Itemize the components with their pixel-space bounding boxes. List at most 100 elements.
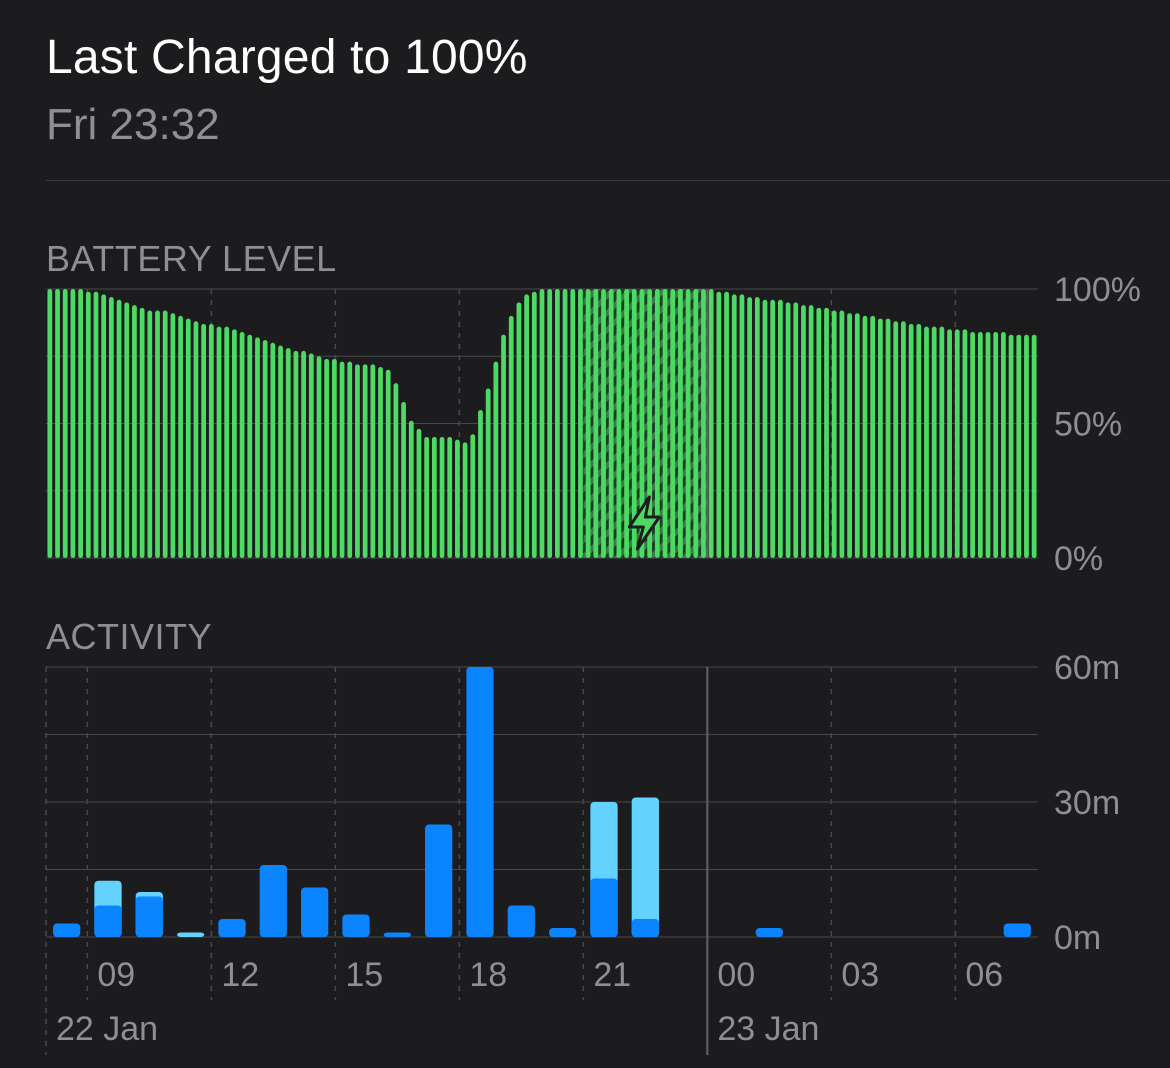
battery-bar — [339, 361, 345, 558]
battery-bar — [824, 307, 829, 558]
battery-bar — [870, 315, 876, 558]
activity-y-tick: 0m — [1054, 919, 1101, 957]
battery-bar — [631, 289, 637, 558]
battery-bar — [455, 439, 460, 558]
battery-bar — [47, 289, 53, 558]
battery-bar — [516, 302, 522, 558]
battery-bar — [401, 401, 406, 558]
battery-bar — [554, 289, 560, 558]
battery-bar — [608, 289, 614, 558]
battery-bar — [147, 310, 153, 558]
battery-bar — [132, 305, 137, 558]
battery-bar — [385, 369, 391, 558]
battery-bar — [893, 321, 899, 558]
battery-bar — [916, 323, 922, 558]
battery-bar — [1001, 332, 1006, 558]
battery-bar — [278, 345, 283, 558]
battery-bar — [139, 307, 145, 558]
activity-bar-screen-on — [135, 896, 163, 937]
activity-bar-screen-off — [631, 797, 659, 937]
battery-bar — [124, 302, 130, 558]
battery-bar — [62, 289, 68, 558]
battery-bar — [701, 289, 706, 558]
battery-bar — [985, 332, 991, 558]
battery-bar — [370, 364, 376, 558]
activity-bar-screen-on — [301, 887, 329, 937]
activity-heading: ACTIVITY — [46, 616, 213, 657]
battery-chart[interactable]: 100% 50% 0% — [46, 271, 1141, 578]
page-title: Last Charged to 100% — [46, 31, 528, 84]
battery-bar — [954, 329, 960, 558]
battery-bar — [1008, 334, 1014, 558]
battery-bar — [324, 358, 330, 558]
battery-bar — [201, 323, 207, 558]
battery-y-tick: 50% — [1054, 406, 1122, 444]
battery-bar — [931, 326, 937, 558]
battery-bar — [839, 310, 845, 558]
activity-bar-screen-on — [549, 928, 577, 937]
battery-bar — [70, 289, 76, 558]
activity-bar-screen-on — [53, 923, 81, 937]
battery-y-tick: 100% — [1054, 271, 1141, 309]
battery-bar — [570, 289, 576, 558]
battery-bar — [647, 289, 653, 558]
x-axis: 09 12 15 18 21 00 03 06 22 Jan 23 Jan — [45, 667, 1003, 1055]
date-label: 22 Jan — [56, 1010, 158, 1048]
battery-bar — [316, 356, 322, 558]
battery-bar — [662, 289, 668, 558]
battery-bar — [408, 420, 414, 558]
battery-bar — [547, 289, 553, 558]
activity-bar-screen-on — [466, 667, 494, 937]
battery-bar — [624, 289, 629, 558]
battery-bar — [270, 342, 276, 558]
x-tick-label: 18 — [469, 956, 507, 994]
battery-bar — [247, 334, 253, 558]
last-charged-time: Fri 23:32 — [46, 100, 220, 149]
battery-bar — [962, 329, 968, 558]
battery-bar — [155, 310, 160, 558]
battery-level-heading: BATTERY LEVEL — [46, 238, 337, 279]
battery-bar — [693, 289, 699, 558]
battery-bar — [747, 297, 753, 558]
battery-bar — [877, 318, 883, 558]
battery-bar — [754, 297, 760, 558]
battery-bar — [924, 326, 929, 558]
x-tick-label: 15 — [345, 956, 383, 994]
header-divider — [46, 180, 1170, 181]
x-tick-label: 21 — [593, 956, 631, 994]
x-tick-label: 09 — [97, 956, 135, 994]
battery-bar — [593, 289, 599, 558]
battery-bar — [831, 310, 837, 558]
battery-bar — [654, 289, 660, 558]
battery-bar — [793, 302, 799, 558]
battery-bar — [508, 315, 514, 558]
x-tick-label: 12 — [221, 956, 259, 994]
battery-bar — [55, 289, 60, 558]
battery-bar — [1024, 334, 1029, 558]
battery-bar — [293, 350, 299, 558]
battery-bar — [262, 340, 268, 558]
battery-bar — [616, 289, 622, 558]
battery-bar — [585, 289, 591, 558]
battery-bar — [716, 291, 722, 558]
battery-bar — [439, 436, 445, 558]
battery-bar — [462, 442, 468, 558]
battery-bar — [977, 332, 983, 558]
battery-bar — [93, 291, 99, 558]
battery-bar — [101, 294, 107, 558]
activity-chart[interactable]: 60m 30m 0m — [46, 649, 1120, 957]
battery-bar — [670, 289, 676, 558]
battery-bar — [224, 326, 230, 558]
battery-bar — [493, 361, 499, 558]
battery-bar — [562, 289, 568, 558]
battery-bar — [724, 291, 729, 558]
activity-bar-screen-on — [507, 905, 535, 937]
battery-bar — [308, 353, 314, 558]
activity-bar-screen-off — [177, 932, 205, 937]
battery-bar — [116, 299, 122, 558]
battery-bar — [731, 294, 737, 558]
battery-bar — [185, 318, 191, 558]
battery-bar — [685, 289, 691, 558]
battery-bar — [424, 436, 430, 558]
